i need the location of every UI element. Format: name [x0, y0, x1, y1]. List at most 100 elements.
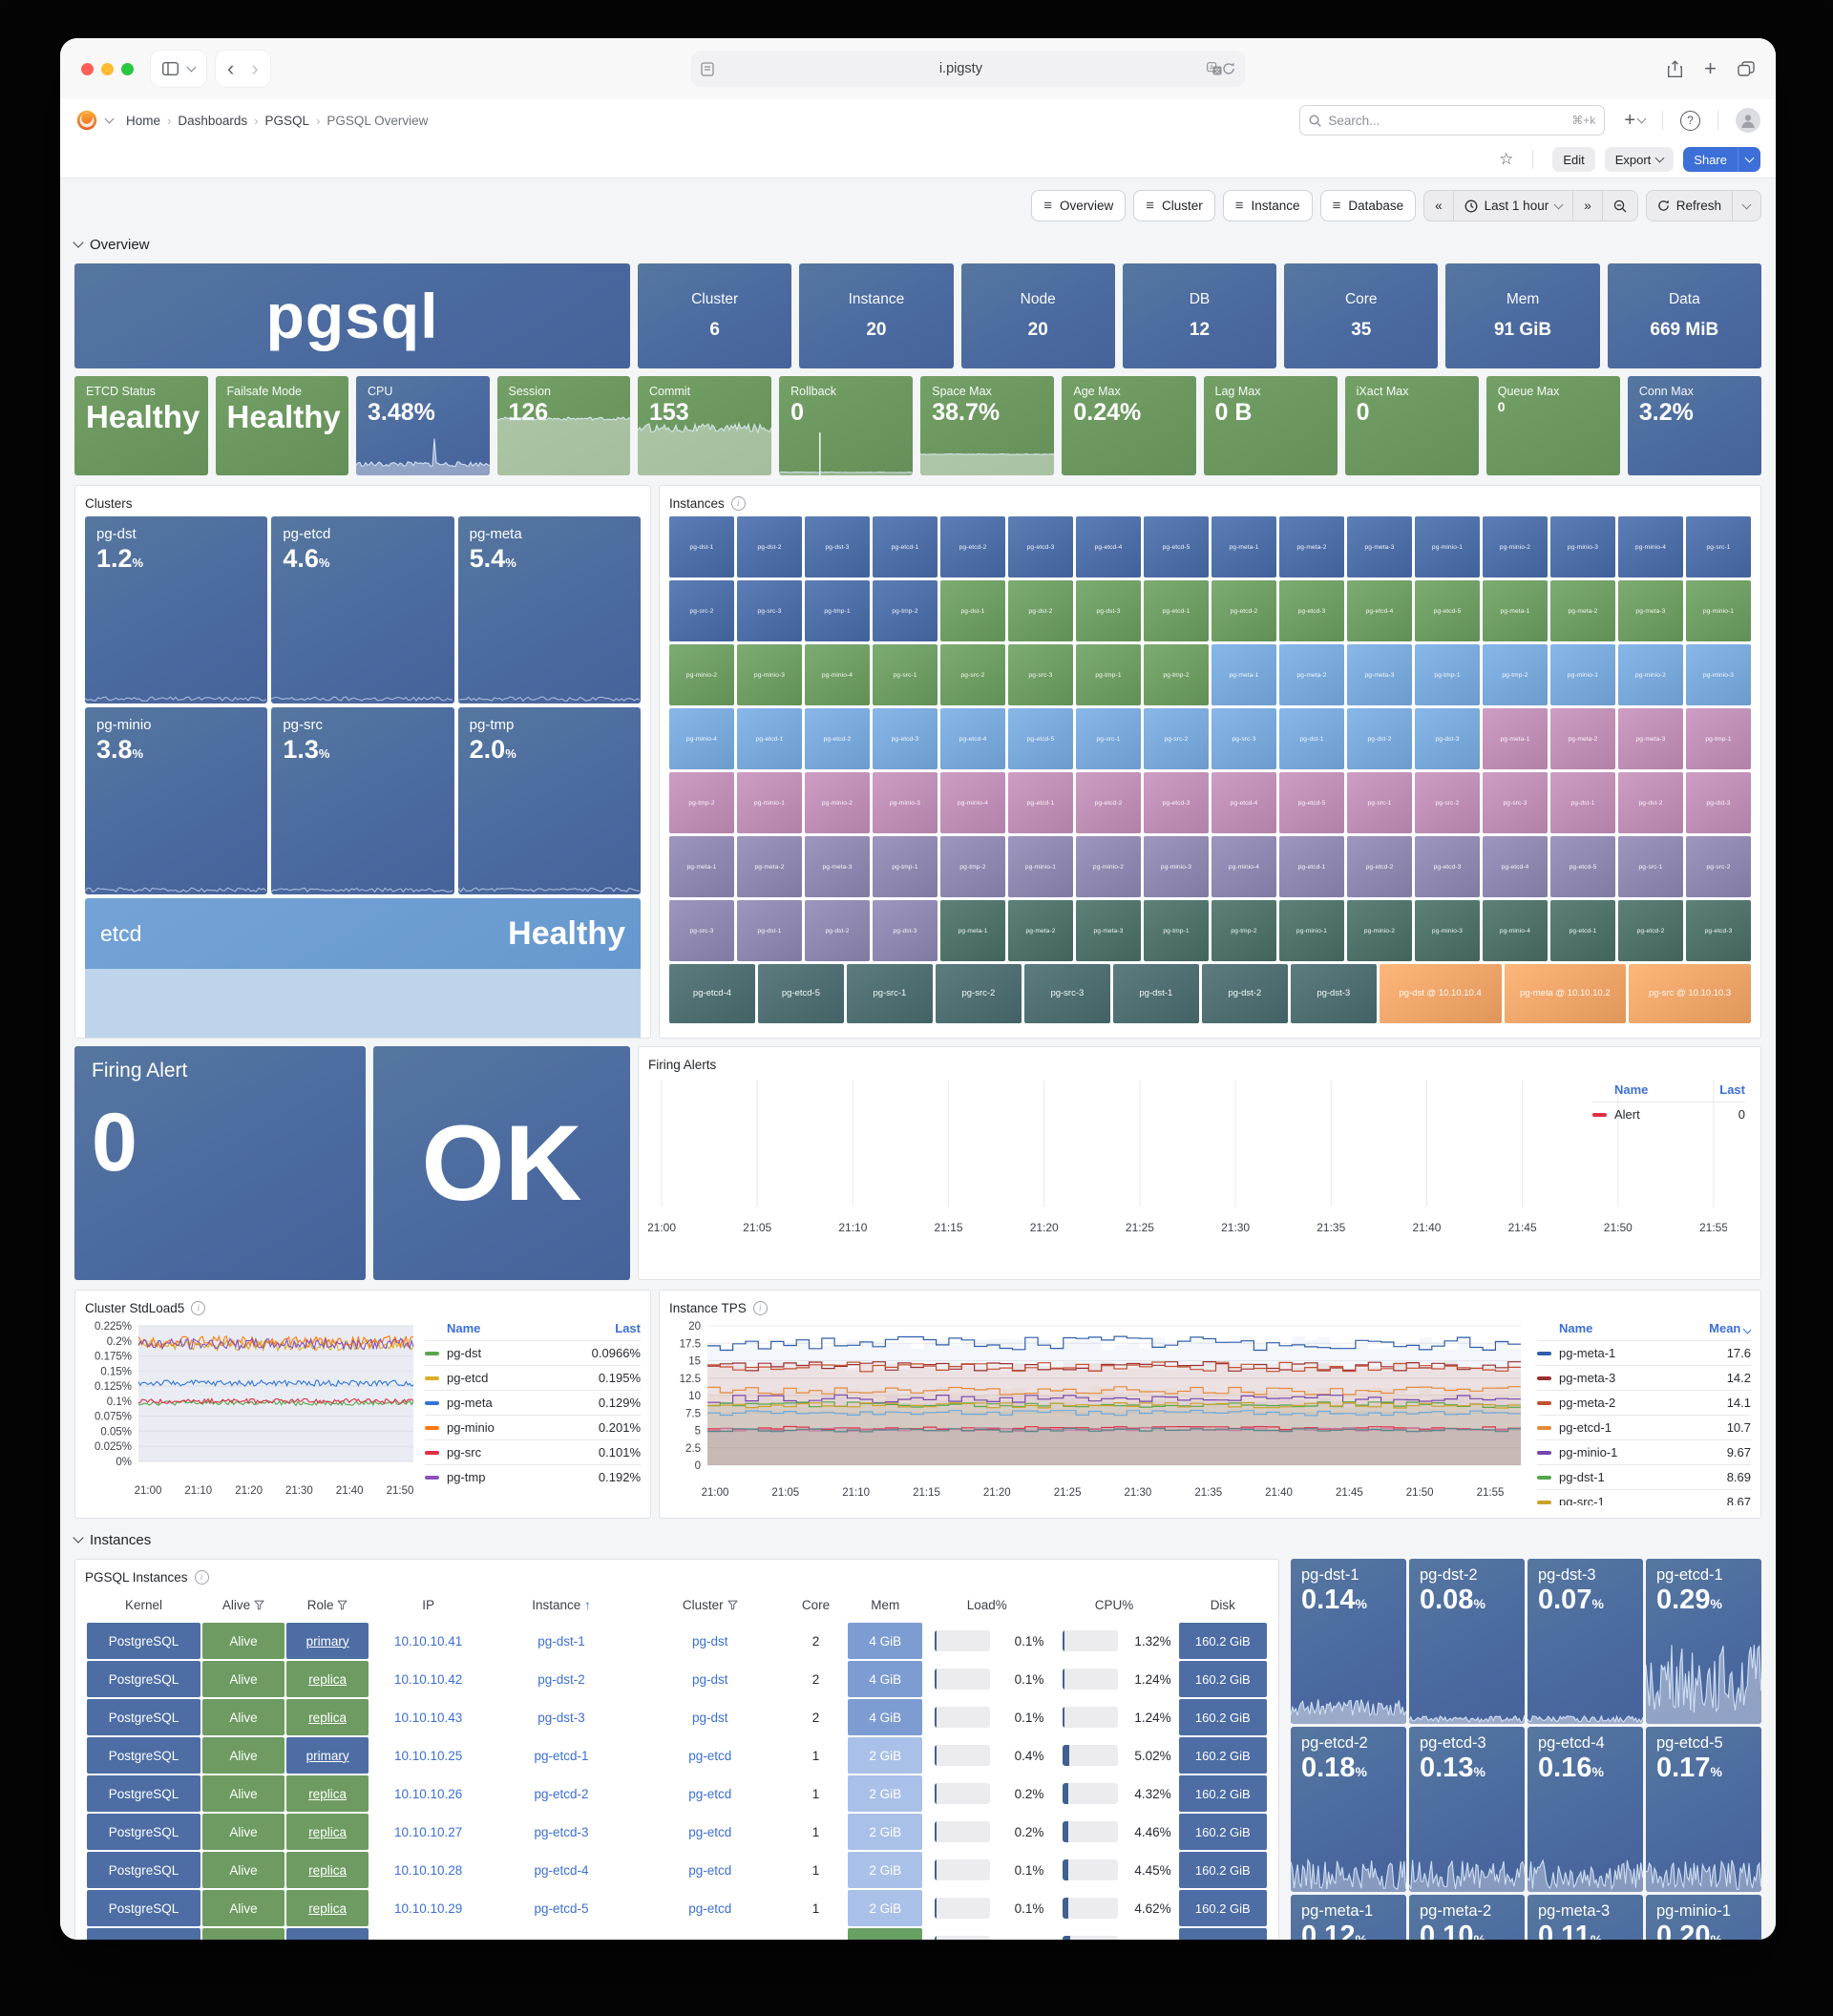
zoom-window-button[interactable]: [121, 62, 134, 75]
cpu-tile-pg-dst-1[interactable]: pg-dst-1 0.14%: [1291, 1559, 1406, 1724]
instance-mini-tile-pg-src-1[interactable]: pg-src-1: [1076, 708, 1141, 769]
stat-tile-cluster[interactable]: Cluster 6: [638, 263, 792, 368]
legend-row-alert[interactable]: Alert 0: [1592, 1102, 1745, 1126]
instance-mini-tile-pg-etcd-5[interactable]: pg-etcd-5: [1008, 708, 1073, 769]
export-button[interactable]: Export: [1604, 147, 1675, 172]
instance-mini-tile-pg-dst-2[interactable]: pg-dst-2: [805, 900, 870, 961]
info-icon[interactable]: i: [730, 495, 746, 511]
cell-role[interactable]: replica: [286, 1852, 369, 1888]
instance-mini-tile-pg-src-1[interactable]: pg-src-1: [1686, 516, 1751, 578]
instance-mini-tile-pg-minio-3[interactable]: pg-minio-3: [1415, 900, 1480, 961]
instance-mini-tile-pg-etcd-4[interactable]: pg-etcd-4: [1483, 836, 1548, 897]
instance-mini-tile-pg-meta-1[interactable]: pg-meta-1: [669, 836, 734, 897]
instance-mini-tile-pg-src-3[interactable]: pg-src-3: [1483, 772, 1548, 833]
cluster-tile-pg-etcd[interactable]: pg-etcd 4.6%: [271, 516, 454, 704]
instance-mini-tile-pg-tmp-2[interactable]: pg-tmp-2: [669, 772, 734, 833]
instance-mini-tile-pg-meta-2[interactable]: pg-meta-2: [1279, 516, 1344, 578]
instance-mini-tile-pg-meta-3[interactable]: pg-meta-3: [1347, 644, 1412, 705]
instance-mini-tile-pg-minio-1[interactable]: pg-minio-1: [1550, 644, 1615, 705]
cluster-tile-pg-src[interactable]: pg-src 1.3%: [271, 707, 454, 894]
breadcrumb-item-pgsql[interactable]: PGSQL: [264, 113, 310, 128]
instance-host-tile[interactable]: pg-dst @ 10.10.10.4: [1379, 964, 1502, 1023]
cell-cluster[interactable]: pg-dst: [692, 1633, 728, 1648]
instance-mini-tile-pg-src-3[interactable]: pg-src-3: [1008, 644, 1073, 705]
share-caret-button[interactable]: [1738, 147, 1760, 172]
legend-row-pg-dst-1[interactable]: pg-dst-1 8.69: [1537, 1464, 1751, 1489]
instance-mini-tile-pg-minio-3[interactable]: pg-minio-3: [737, 644, 802, 705]
instance-host-tile[interactable]: pg-meta @ 10.10.10.2: [1504, 964, 1627, 1023]
share-button[interactable]: Share: [1683, 147, 1738, 172]
instance-host-tile[interactable]: pg-src @ 10.10.10.3: [1629, 964, 1751, 1023]
instance-mini-tile-pg-minio-4[interactable]: pg-minio-4: [1483, 900, 1548, 961]
view-button-cluster[interactable]: ≡ Cluster: [1133, 190, 1215, 221]
breadcrumb-item-home[interactable]: Home: [126, 113, 161, 128]
column-header-cluster[interactable]: Cluster: [637, 1589, 784, 1621]
instance-mini-tile-pg-dst-2[interactable]: pg-dst-2: [737, 516, 802, 578]
edit-button[interactable]: Edit: [1552, 147, 1595, 172]
instance-mini-tile-pg-tmp-1[interactable]: pg-tmp-1: [873, 836, 938, 897]
cell-instance[interactable]: pg-etcd-2: [534, 1786, 589, 1801]
instance-mini-tile-pg-meta-2[interactable]: pg-meta-2: [1008, 900, 1073, 961]
instance-mini-tile-pg-minio-4[interactable]: pg-minio-4: [1211, 836, 1276, 897]
instance-mini-tile-pg-etcd-4[interactable]: pg-etcd-4: [940, 708, 1005, 769]
back-button[interactable]: ‹: [227, 56, 235, 80]
cell-cluster[interactable]: pg-etcd: [688, 1900, 732, 1916]
cell-cluster[interactable]: pg-etcd: [688, 1748, 732, 1763]
column-header-instance[interactable]: Instance ↑: [532, 1598, 591, 1612]
pgsql-brand-tile[interactable]: pgsql: [74, 263, 630, 368]
firing-alerts-chart[interactable]: 21:00 21:05 21:10 21:15 21:20 21:25 21:30 21:35…: [648, 1075, 1751, 1245]
instance-mini-tile-pg-tmp-2[interactable]: pg-tmp-2: [873, 580, 938, 641]
instance-mini-tile-pg-etcd-4[interactable]: pg-etcd-4: [1076, 516, 1141, 578]
legend-row-pg-etcd-1[interactable]: pg-etcd-1 10.7: [1537, 1415, 1751, 1439]
instance-mini-tile-pg-meta-2[interactable]: pg-meta-2: [737, 836, 802, 897]
column-header-disk[interactable]: Disk: [1210, 1598, 1235, 1612]
instance-mini-tile-pg-meta-1[interactable]: pg-meta-1: [1483, 708, 1548, 769]
column-header-core[interactable]: Core: [801, 1598, 831, 1612]
info-icon[interactable]: i: [194, 1569, 209, 1585]
instance-mini-tile-pg-minio-4[interactable]: pg-minio-4: [669, 708, 734, 769]
instance-mini-tile-pg-dst-1[interactable]: pg-dst-1: [940, 580, 1005, 641]
instance-mini-tile-pg-meta-3[interactable]: pg-meta-3: [1347, 516, 1412, 578]
instance-mini-tile-pg-etcd-2[interactable]: pg-etcd-2: [1618, 900, 1683, 961]
legend-row-pg-src-1[interactable]: pg-src-1 8.67: [1537, 1489, 1751, 1505]
instance-mini-tile-pg-minio-2[interactable]: pg-minio-2: [669, 644, 734, 705]
share-icon[interactable]: [1667, 59, 1683, 78]
legend-row-pg-dst[interactable]: pg-dst 0.0966%: [425, 1340, 641, 1365]
instance-mini-tile-pg-src-3[interactable]: pg-src-3: [669, 900, 734, 961]
legend-row-pg-meta[interactable]: pg-meta 0.129%: [425, 1390, 641, 1415]
instance-mini-tile-pg-meta-1[interactable]: pg-meta-1: [1211, 644, 1276, 705]
instance-mini-tile-pg-minio-1[interactable]: pg-minio-1: [1686, 580, 1751, 641]
health-tile-failsafe-mode[interactable]: Failsafe Mode Healthy: [215, 376, 348, 475]
instance-mini-tile-pg-src-1[interactable]: pg-src-1: [1618, 836, 1683, 897]
legend-row-pg-src[interactable]: pg-src 0.101%: [425, 1439, 641, 1464]
instance-mini-tile-pg-dst-1[interactable]: pg-dst-1: [1550, 772, 1615, 833]
cell-role[interactable]: primary: [286, 1928, 369, 1940]
instance-mini-tile-pg-meta-3[interactable]: pg-meta-3: [805, 836, 870, 897]
instance-mini-tile-pg-meta-1[interactable]: pg-meta-1: [1483, 580, 1548, 641]
column-header-kernel[interactable]: Kernel: [124, 1598, 162, 1612]
instance-bottom-tile-pg-src-2[interactable]: pg-src-2: [935, 964, 1022, 1023]
time-zoom-out-button[interactable]: [1603, 191, 1637, 220]
cell-role[interactable]: replica: [286, 1699, 369, 1735]
column-header-cpu[interactable]: CPU%: [1094, 1598, 1134, 1612]
instance-mini-tile-pg-etcd-1[interactable]: pg-etcd-1: [1008, 772, 1073, 833]
legend-row-pg-meta-3[interactable]: pg-meta-3 14.2: [1537, 1365, 1751, 1390]
instance-mini-tile-pg-minio-4[interactable]: pg-minio-4: [1618, 516, 1683, 578]
cpu-tile-pg-etcd-5[interactable]: pg-etcd-5 0.17%: [1646, 1727, 1761, 1892]
cell-cluster[interactable]: pg-etcd: [688, 1786, 732, 1801]
instance-mini-tile-pg-etcd-5[interactable]: pg-etcd-5: [1279, 772, 1344, 833]
reload-icon[interactable]: [1222, 62, 1235, 75]
instance-mini-tile-pg-minio-2[interactable]: pg-minio-2: [1347, 900, 1412, 961]
instance-mini-tile-pg-etcd-1[interactable]: pg-etcd-1: [1550, 900, 1615, 961]
tps-chart[interactable]: 20 17.5 15 12.5 10 7.5 5 2.5 0 21:00 21:05 21:10 21:…: [669, 1318, 1533, 1502]
cpu-tile-pg-meta-1[interactable]: pg-meta-1 0.12%: [1291, 1895, 1406, 1940]
cell-role[interactable]: primary: [286, 1623, 369, 1659]
health-tile-session[interactable]: Session 126: [496, 376, 630, 475]
legend-row-pg-tmp[interactable]: pg-tmp 0.192%: [425, 1464, 641, 1489]
instance-mini-tile-pg-src-2[interactable]: pg-src-2: [1144, 708, 1209, 769]
column-header-ip[interactable]: IP: [422, 1598, 435, 1612]
time-shift-back-button[interactable]: «: [1424, 191, 1454, 220]
instance-mini-tile-pg-src-2[interactable]: pg-src-2: [1686, 836, 1751, 897]
instance-mini-tile-pg-minio-1[interactable]: pg-minio-1: [1008, 836, 1073, 897]
